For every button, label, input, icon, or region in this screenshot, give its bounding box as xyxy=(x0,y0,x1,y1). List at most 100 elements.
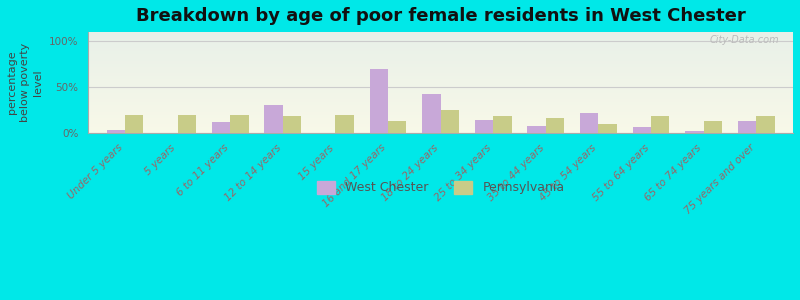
Bar xyxy=(88,85,793,87)
Bar xyxy=(88,87,793,88)
Bar xyxy=(88,104,793,105)
Bar xyxy=(704,121,722,133)
Bar xyxy=(88,70,793,71)
Bar xyxy=(756,116,774,133)
Bar xyxy=(88,122,793,123)
Bar xyxy=(88,37,793,38)
Bar xyxy=(88,99,793,100)
Bar xyxy=(546,118,564,133)
Bar xyxy=(388,121,406,133)
Bar xyxy=(88,40,793,41)
Bar xyxy=(88,61,793,62)
Bar xyxy=(88,114,793,115)
Bar xyxy=(88,55,793,56)
Bar xyxy=(88,100,793,101)
Bar xyxy=(335,115,354,133)
Bar xyxy=(88,131,793,132)
Bar xyxy=(88,80,793,82)
Bar xyxy=(422,94,441,133)
Bar xyxy=(106,130,125,133)
Bar xyxy=(370,69,388,133)
Title: Breakdown by age of poor female residents in West Chester: Breakdown by age of poor female resident… xyxy=(136,7,746,25)
Bar xyxy=(88,59,793,60)
Bar xyxy=(598,124,617,133)
Bar xyxy=(88,103,793,104)
Bar xyxy=(88,34,793,35)
Bar xyxy=(88,108,793,109)
Bar xyxy=(88,126,793,127)
Bar xyxy=(88,46,793,47)
Bar xyxy=(88,69,793,70)
Bar xyxy=(88,107,793,108)
Bar xyxy=(88,63,793,64)
Bar xyxy=(88,71,793,72)
Bar xyxy=(88,127,793,128)
Bar xyxy=(88,128,793,129)
Bar xyxy=(88,51,793,52)
Bar xyxy=(651,116,670,133)
Bar xyxy=(88,44,793,45)
Bar xyxy=(88,121,793,122)
Bar xyxy=(88,113,793,114)
Bar xyxy=(88,109,793,110)
Bar xyxy=(88,60,793,61)
Bar xyxy=(125,115,143,133)
Bar xyxy=(88,45,793,46)
Bar xyxy=(88,32,793,33)
Bar xyxy=(88,125,793,126)
Bar xyxy=(88,56,793,57)
Bar xyxy=(88,85,793,86)
Bar xyxy=(88,90,793,91)
Bar xyxy=(88,117,793,118)
Bar xyxy=(88,33,793,34)
Bar xyxy=(493,116,512,133)
Bar xyxy=(264,106,282,133)
Bar xyxy=(441,110,459,133)
Bar xyxy=(88,35,793,36)
Bar xyxy=(88,106,793,107)
Bar xyxy=(686,131,704,133)
Bar xyxy=(88,82,793,83)
Bar xyxy=(88,50,793,51)
Bar xyxy=(738,121,756,133)
Bar xyxy=(88,57,793,58)
Bar xyxy=(88,123,793,124)
Bar xyxy=(88,97,793,98)
Bar xyxy=(88,132,793,133)
Bar xyxy=(88,53,793,54)
Bar xyxy=(88,112,793,113)
Bar xyxy=(88,115,793,116)
Y-axis label: percentage
below poverty
level: percentage below poverty level xyxy=(7,43,43,122)
Bar xyxy=(88,105,793,106)
Bar xyxy=(88,88,793,90)
Bar xyxy=(88,77,793,79)
Bar xyxy=(88,98,793,99)
Bar xyxy=(88,110,793,111)
Bar xyxy=(88,52,793,53)
Bar xyxy=(88,48,793,49)
Bar xyxy=(527,126,546,133)
Bar xyxy=(88,41,793,42)
Bar xyxy=(88,102,793,103)
Bar xyxy=(88,94,793,96)
Bar xyxy=(88,74,793,76)
Bar xyxy=(88,96,793,97)
Bar xyxy=(88,118,793,119)
Bar xyxy=(88,64,793,65)
Bar xyxy=(88,39,793,40)
Bar xyxy=(88,93,793,94)
Bar xyxy=(88,124,793,125)
Bar xyxy=(88,120,793,121)
Bar xyxy=(88,79,793,80)
Bar xyxy=(282,116,301,133)
Bar xyxy=(88,43,793,44)
Legend: West Chester, Pennsylvania: West Chester, Pennsylvania xyxy=(311,176,570,200)
Bar xyxy=(88,119,793,120)
Bar xyxy=(88,66,793,68)
Bar xyxy=(88,62,793,63)
Bar xyxy=(88,92,793,93)
Bar xyxy=(88,72,793,74)
Bar xyxy=(230,115,249,133)
Bar xyxy=(88,129,793,130)
Bar xyxy=(88,36,793,37)
